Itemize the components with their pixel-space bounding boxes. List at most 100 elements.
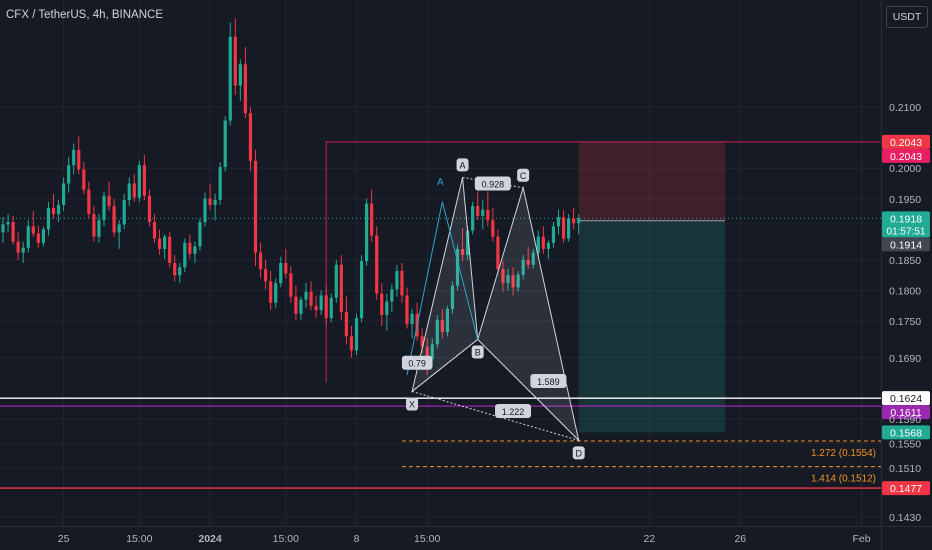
candle-body [36,233,40,243]
candle-body [132,183,136,198]
candle-body [203,198,207,223]
y-tick-label: 0.1850 [889,255,921,267]
candle-body [420,336,424,347]
candle-body [339,264,343,312]
inner-pattern-label: A [437,177,444,188]
candle-body [567,218,571,239]
price-label-value: 0.2043 [890,137,922,149]
candle-body [410,313,414,325]
candle-body [289,273,293,297]
candle-body [572,218,576,224]
price-label-value: 0.1914 [890,239,922,251]
price-label-value: 0.1568 [890,427,922,439]
ratio-badge [530,374,567,389]
candle-body [471,206,475,231]
candle-body [425,346,429,360]
horizontal-lines: 1.272 (0.1554) 1.414 (0.1512) [0,397,881,489]
candle-body [62,183,66,205]
pattern-point-label: A [460,160,466,170]
pattern-point-label: C [520,171,527,181]
candle-body [21,247,25,253]
candle-body [26,226,30,248]
y-tick-label: 0.1430 [889,512,921,524]
candle-body [147,195,152,223]
candle-body [31,226,35,234]
candle-body [274,283,278,303]
candle-body [208,198,212,205]
price-label-bg [882,425,930,440]
pattern-point-label: X [409,399,415,409]
candle-body [385,301,389,315]
candle-body [279,263,283,284]
candle-body [137,165,141,198]
fib-extension-label: 1.272 (0.1554) [811,448,876,459]
candle-body [445,308,449,333]
currency-button[interactable]: USDT [886,6,928,28]
candle-body [107,195,111,207]
candle-body [188,242,192,254]
pattern-point-badge [406,397,419,411]
x-tick-label: 15:00 [414,533,440,545]
candle-body [11,222,15,242]
price-label-value: 0.1918 [890,213,922,225]
candle-body [46,207,51,230]
chart-title: CFX / TetherUS, 4h, BINANCE [6,9,164,21]
candle-body [329,297,333,319]
candle-body [122,200,126,225]
candle-body [536,236,540,253]
pattern-point-badge [456,158,469,172]
ratio-label: 0.79 [408,359,426,369]
candle-body [395,270,399,290]
x-tick-label: 26 [734,533,746,545]
y-tick-label: 0.2000 [889,163,921,175]
candle-body [551,226,556,243]
candle-body [92,214,96,237]
candle-body [168,236,172,263]
candle-body [152,222,157,239]
candle-body [1,224,5,233]
candle-body [501,269,505,284]
ratio-label: 0.928 [482,179,505,189]
pattern-point-label: B [475,347,481,357]
candle-body [304,291,308,300]
candle-body [284,263,288,274]
candle-body [67,165,71,184]
stop-zone [578,141,726,221]
x-tick-label: Feb [852,533,870,545]
candle-body [491,220,495,237]
y-tick-label: 0.1550 [889,438,921,450]
candle-body [56,204,61,215]
candle-body [380,293,384,315]
harmonic-pattern: A X A B C D 0.928 0.79 1.589 1.222 [401,158,585,460]
pattern-point-label: D [575,448,582,458]
candle-body [511,275,515,288]
candle-body [198,222,202,247]
candle-body [516,274,520,288]
candle-body [228,36,232,121]
candle-body [299,299,303,314]
ratio-line-xb [411,339,479,392]
x-tick-label: 8 [354,533,360,545]
ratio-label: 1.589 [537,377,560,387]
candle-body [455,248,460,286]
candle-body [526,259,530,265]
inner-pattern [406,201,479,376]
candle-body [87,189,91,215]
candle-body [556,217,561,227]
candle-body [233,36,237,86]
candle-body [72,149,76,166]
candle-body [243,64,247,114]
candle-body [309,291,313,306]
candle-body [294,296,298,314]
price-label-bg [882,481,930,496]
y-tick-label: 0.1950 [889,194,921,206]
price-label-bg [882,211,930,238]
x-axis-ticks: 25 15:00 2024 15:00 8 15:00 22 26 Feb [58,533,871,545]
x-tick-label: 2024 [198,533,222,545]
y-axis-ticks: 0.2100 0.2000 0.1950 0.1850 0.1800 0.1750 0.16… [889,102,921,524]
candle-body [97,220,101,237]
price-label-countdown: 01:57:51 [887,226,926,237]
candle-body [405,295,409,325]
